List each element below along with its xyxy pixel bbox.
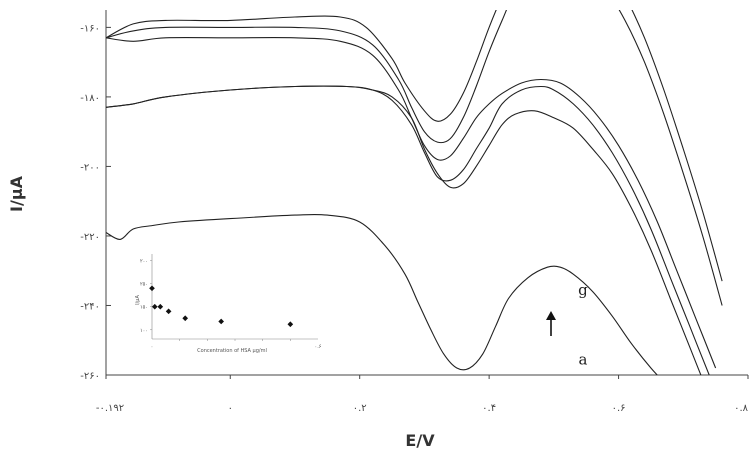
inset-chart: ۲۰۰ ۲۵۰ ۱۵۰ ۱۰۰ ۰ ۰.۶ Concentration of HSA µg…: [135, 254, 322, 354]
series-line-5: [106, 10, 723, 306]
inset-data-point: [182, 315, 189, 322]
y-axis: -۱۶۰ -۱۸۰ -۲۰۰ -۲۲۰ -۲۴۰ -۲۶۰: [80, 10, 111, 382]
inset-data-point: [149, 285, 155, 292]
inset-data-point: [287, 321, 294, 328]
series-line-1: [106, 213, 658, 375]
inset-ticks: ۲۰۰ ۲۵۰ ۱۵۰ ۱۰۰ ۰ ۰.۶: [140, 259, 322, 350]
x-axis: -۰.۱۹۲ ۰ ۰.۲ ۰.۴ ۰.۶ ۰.۸: [96, 374, 749, 414]
x-tick-label: ۰.۸: [734, 403, 749, 414]
x-tick-label: ۰.۴: [482, 403, 496, 414]
x-axis-label: E/V: [405, 431, 435, 450]
inset-data-point: [151, 303, 158, 310]
x-tick-label: ۰.۶: [612, 403, 626, 414]
inset-y-tick-label: ۲۰۰: [140, 259, 148, 265]
inset-data-point: [165, 308, 172, 315]
series-line-4: [106, 36, 717, 369]
y-tick-label: -۲۴۰: [80, 301, 100, 312]
x-tick-label: -۰.۱۹۲: [96, 403, 124, 414]
inset-y-tick-label: ۱۰۰: [140, 328, 148, 334]
y-tick-label: -۱۸۰: [80, 93, 100, 104]
y-tick-label: -۲۲۰: [80, 232, 100, 243]
direction-arrow: [546, 311, 556, 336]
inset-y-tick-label: ۱۵۰: [140, 305, 148, 311]
inset-x-label: Concentration of HSA µg/ml: [197, 348, 267, 354]
annotation-a: a: [578, 351, 587, 369]
arrow-head-icon: [546, 311, 556, 320]
series-line-6: [106, 10, 723, 282]
annotations: ga: [578, 281, 588, 369]
series-group: [106, 10, 723, 375]
inset-points: [149, 285, 294, 328]
y-ticks: -۱۶۰ -۱۸۰ -۲۰۰ -۲۲۰ -۲۴۰ -۲۶۰: [80, 23, 111, 382]
series-line-3: [106, 85, 710, 375]
x-tick-label: ۰: [228, 403, 233, 414]
inset-y-tick-label: ۲۵۰: [140, 282, 148, 288]
inset-data-point: [218, 318, 224, 325]
annotation-g: g: [578, 281, 588, 299]
y-tick-label: -۲۰۰: [80, 162, 100, 173]
y-axis-label: I/µA: [7, 175, 26, 212]
inset-y-label: I/µA: [135, 295, 141, 305]
inset-x-tick-label: ۰.۶: [315, 344, 322, 350]
inset-data-point: [157, 303, 164, 310]
y-tick-label: -۲۶۰: [80, 371, 100, 382]
x-tick-label: ۰.۲: [353, 403, 367, 414]
x-ticks: -۰.۱۹۲ ۰ ۰.۲ ۰.۴ ۰.۶ ۰.۸: [96, 375, 749, 414]
y-tick-label: -۱۶۰: [80, 23, 100, 34]
inset-x-tick-label: ۰: [151, 344, 154, 350]
